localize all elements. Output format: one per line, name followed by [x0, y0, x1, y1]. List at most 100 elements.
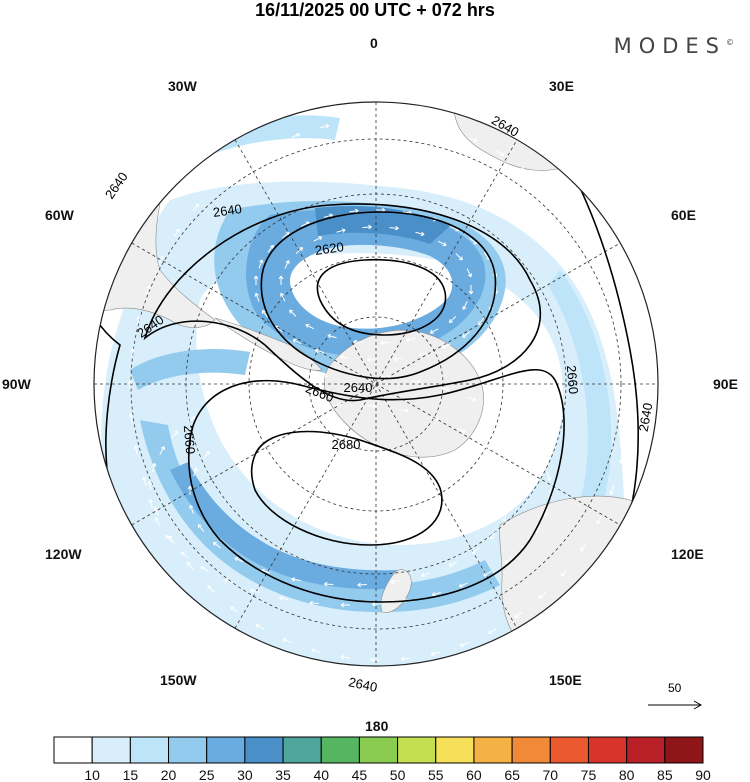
colorbar-tick-label: 40	[313, 767, 329, 782]
wind-arrow	[560, 568, 568, 577]
colorbar-tick-label: 30	[237, 767, 253, 782]
contour-label: 2640	[636, 402, 656, 433]
wind-arrow	[327, 333, 337, 339]
lon-label-150e: 150E	[549, 672, 582, 688]
wind-arrow	[538, 591, 547, 599]
wind-arrow	[180, 551, 189, 558]
wind-arrow	[187, 416, 196, 423]
lon-label-30w: 30W	[168, 78, 197, 94]
wind-arrow	[546, 471, 552, 482]
wind-arrow	[627, 390, 633, 400]
wind-arrow	[187, 485, 193, 495]
wind-vectors	[127, 117, 633, 663]
wind-arrow	[292, 338, 302, 345]
wind-arrow	[291, 133, 301, 139]
wind-arrow	[625, 422, 630, 432]
contour-label: 2640	[212, 201, 243, 220]
wind-arrow	[300, 406, 310, 411]
wind-arrow	[566, 210, 574, 219]
svg-text:50: 50	[668, 681, 682, 695]
lon-label-60w: 60W	[45, 207, 74, 223]
wind-arrow	[141, 476, 147, 486]
wind-arrow	[479, 441, 488, 449]
wind-arrow	[429, 328, 439, 334]
wind-arrow	[389, 225, 399, 231]
wind-arrow	[320, 124, 330, 129]
wind-arrow	[545, 187, 553, 195]
wind-arrow	[318, 373, 328, 379]
wind-arrow	[336, 228, 346, 233]
wind-arrow	[263, 145, 273, 152]
wind-arrow	[168, 535, 175, 544]
wind-arrow	[406, 337, 416, 342]
wind-arrow	[340, 654, 350, 660]
wind-arrow	[613, 294, 619, 304]
wind-arrow	[366, 403, 377, 409]
wind-arrow	[609, 485, 615, 495]
wind-arrow	[192, 203, 200, 212]
wind-arrow	[255, 623, 265, 630]
colorbar-tick-label: 60	[466, 767, 482, 782]
wind-arrow	[313, 236, 323, 242]
contour-2680	[250, 430, 443, 546]
lon-label-90e: 90E	[713, 376, 738, 392]
wind-arrow	[468, 137, 478, 143]
colorbar-swatch	[435, 736, 475, 764]
lon-label-60e: 60E	[671, 207, 696, 223]
wind-arrow	[380, 340, 390, 346]
wind-arrow	[200, 566, 209, 572]
wind-arrow	[197, 524, 205, 532]
wind-arrow	[208, 403, 217, 410]
colorbar-tick-label: 35	[275, 767, 291, 782]
wind-arrow	[419, 352, 429, 357]
wind-arrow	[340, 602, 350, 608]
wind-arrow	[147, 480, 153, 490]
wind-arrow	[305, 323, 315, 330]
wind-arrow	[250, 588, 260, 593]
madagascar	[596, 144, 612, 186]
wind-arrow	[291, 577, 301, 582]
wind-arrow	[400, 656, 411, 662]
wind-arrow	[366, 357, 376, 363]
wind-arrow	[133, 445, 139, 455]
wind-arrow	[267, 244, 274, 253]
wind-arrow	[309, 600, 319, 606]
lon-label-180: 180	[365, 718, 389, 734]
wind-arrow	[437, 240, 447, 247]
wind-arrow	[253, 275, 259, 285]
wind-arrow	[158, 256, 164, 265]
wind-arrow	[151, 462, 157, 473]
wind-arrow	[393, 356, 403, 362]
contour-2640-inner	[260, 211, 497, 380]
colorbar-tick-label: 85	[657, 767, 673, 782]
wind-arrow	[165, 534, 173, 543]
contour-2660-south	[187, 369, 565, 603]
colorbar-swatch	[587, 736, 628, 764]
wind-arrow	[254, 292, 260, 302]
colorbar-swatch	[91, 736, 131, 764]
lon-label-0: 0	[370, 35, 378, 51]
lon-label-120w: 120W	[45, 546, 82, 562]
wind-arrow	[242, 423, 252, 429]
reference-vector: 50	[648, 681, 703, 710]
wind-arrow	[186, 561, 194, 570]
lon-label-120e: 120E	[671, 546, 704, 562]
wind-arrow	[282, 637, 292, 643]
contour-label: 2620	[314, 239, 345, 258]
wind-arrow	[203, 450, 210, 459]
contour-2660-west	[143, 203, 542, 402]
colorbar-swatch	[53, 736, 93, 764]
wind-arrow	[234, 556, 244, 563]
wind-arrow	[514, 611, 523, 619]
colorbar-swatch	[168, 736, 208, 764]
wind-arrow	[458, 582, 468, 588]
wind-arrow	[380, 117, 390, 123]
wind-arrow	[159, 446, 165, 455]
wind-arrow	[504, 557, 513, 564]
colorbar-swatch	[282, 736, 322, 764]
wind-arrow	[466, 268, 472, 278]
wind-arrow	[521, 167, 530, 174]
wind-arrow	[478, 317, 485, 326]
wind-arrow	[580, 543, 587, 552]
